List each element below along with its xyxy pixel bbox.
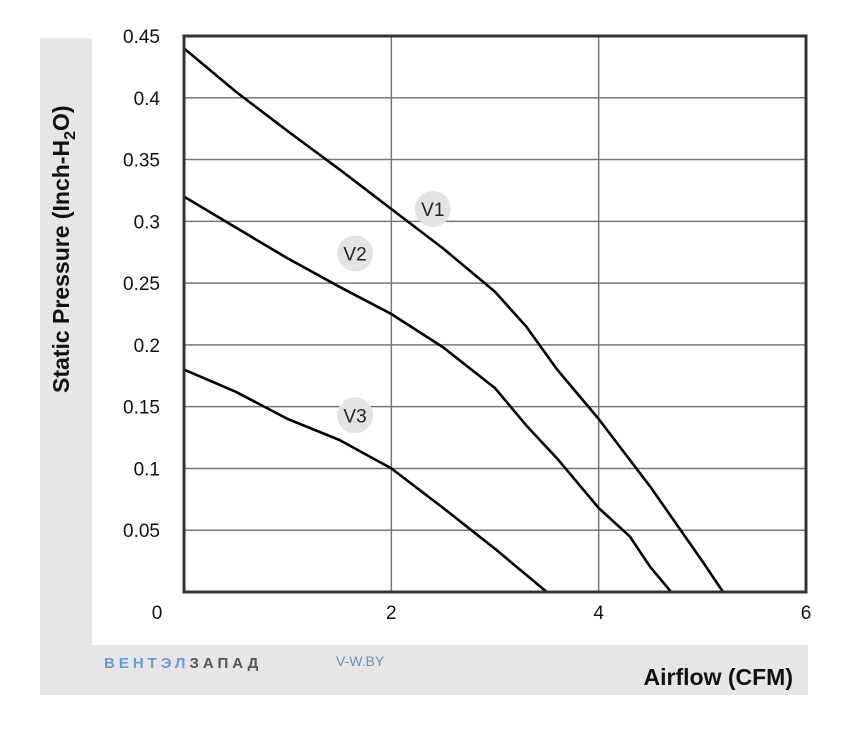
y-tick-label: 0.35 — [123, 151, 160, 172]
y-tick-label: 0.25 — [123, 274, 160, 295]
curve-label-bubble — [337, 235, 374, 272]
curve-label-bubble — [337, 397, 374, 434]
series-line-v2 — [183, 195, 673, 593]
y-tick-label: 0.3 — [134, 212, 160, 233]
y-tick-label: 0.1 — [134, 459, 160, 480]
x-tick-label: 2 — [386, 603, 397, 624]
curves — [183, 47, 725, 593]
series-line-v1 — [183, 47, 725, 593]
y-axis-title: Static Pressure (Inch-H2O) — [48, 105, 79, 393]
y-tick-label: 0.05 — [123, 521, 160, 542]
y-tick-label: 0.45 — [123, 27, 160, 48]
series-line-v3 — [183, 368, 548, 593]
curve-label-v3: V3 — [337, 397, 374, 434]
curve-label-bubble — [414, 190, 451, 227]
curve-label-v1: V1 — [414, 190, 451, 227]
bottom-band — [40, 645, 808, 695]
x-axis-title: Airflow (CFM) — [644, 664, 793, 690]
y-tick-label: 0.4 — [134, 89, 161, 110]
curve-label-text: V3 — [343, 406, 366, 427]
brand-site: V-W.BY — [336, 653, 385, 669]
y-tick-labels: 0.05 0.1 0.15 0.2 0.25 0.3 0.35 0.4 0.45 — [123, 27, 160, 542]
curve-label-v2: V2 — [337, 235, 374, 272]
brand-part1: ВЕНТЭЛ — [104, 655, 189, 672]
x-tick-labels: 0 2 4 6 — [152, 603, 812, 624]
x-tick-label: 4 — [593, 603, 604, 624]
curve-label-text: V2 — [343, 244, 366, 265]
plot-frame — [182, 34, 808, 594]
x-tick-label: 0 — [152, 603, 163, 624]
left-band — [40, 38, 92, 695]
y-tick-label: 0.15 — [123, 398, 160, 419]
curve-labels: V1 V2 V3 — [337, 190, 451, 434]
brand-logo: ВЕНТЭЛЗАПАД — [104, 655, 262, 672]
curve-label-text: V1 — [421, 200, 444, 221]
grid — [184, 35, 806, 592]
brand-part2: ЗАПАД — [189, 655, 262, 672]
y-tick-label: 0.2 — [134, 336, 160, 357]
x-tick-label: 6 — [801, 603, 812, 624]
